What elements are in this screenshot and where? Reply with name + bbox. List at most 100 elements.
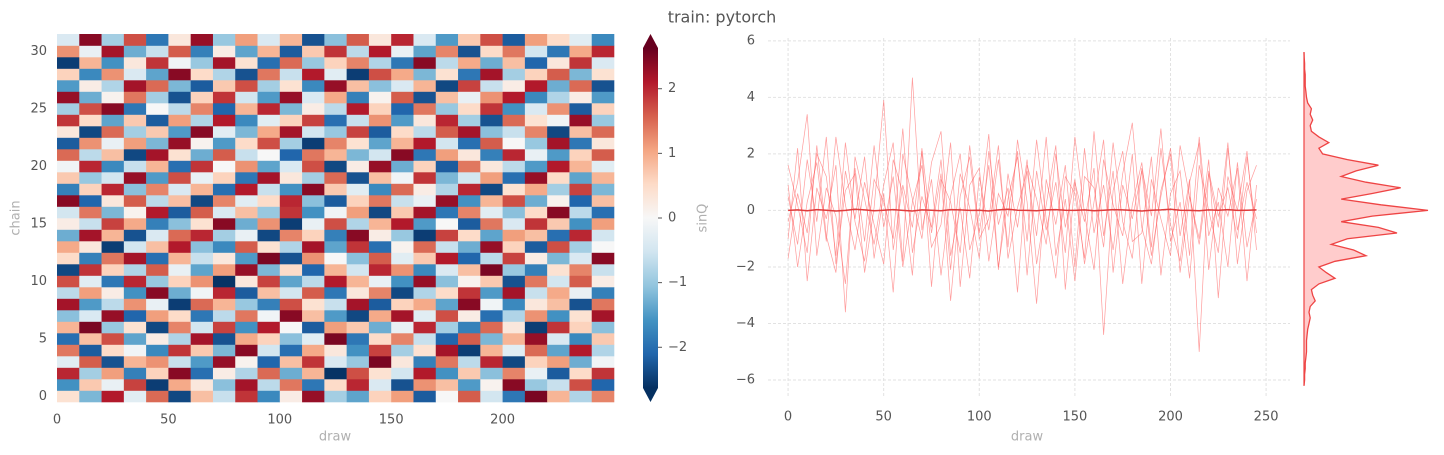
heatmap-cell [146, 333, 169, 345]
heatmap-cell [168, 275, 191, 288]
heatmap-cell [57, 287, 80, 299]
heatmap-cell [435, 103, 459, 115]
heatmap-cell [524, 321, 548, 334]
heatmap-cell [435, 367, 459, 380]
heatmap-cell [391, 91, 414, 104]
heatmap-cell [235, 126, 258, 138]
heatmap-cell [458, 206, 481, 219]
heatmap-cell [391, 149, 414, 161]
heatmap-cell [190, 183, 214, 196]
heatmap-cell [435, 57, 459, 69]
heatmap-cell [279, 229, 303, 242]
heatmap-cell [413, 160, 437, 173]
heatmap-cell [101, 229, 125, 242]
heatmap-cell [57, 149, 80, 161]
heatmap-cell [391, 298, 414, 311]
heatmap-cell [168, 45, 191, 58]
heatmap-cell [146, 160, 169, 173]
heatmap-cell [502, 367, 526, 380]
heatmap-cell [302, 321, 325, 334]
heatmap-cell [346, 103, 370, 115]
heatmap-cell [591, 114, 615, 127]
heatmap-cell [458, 287, 481, 299]
heatmap-cell [591, 45, 615, 58]
heatmap-cell [547, 321, 570, 334]
heatmap-cell [324, 114, 347, 127]
heatmap-cell [212, 80, 236, 92]
heatmap-cell [168, 91, 191, 104]
heatmap-cell [591, 80, 615, 92]
heatmap-cell [324, 149, 347, 161]
heatmap-cell [524, 379, 548, 391]
heatmap-cell [591, 103, 615, 115]
heatmap-cell [569, 218, 593, 230]
x-tick-label: 150 [379, 413, 404, 428]
heatmap-cell [569, 206, 593, 219]
heatmap-cell [547, 367, 570, 380]
heatmap-cell [391, 379, 414, 391]
heatmap-cell [458, 356, 481, 368]
heatmap-cell [458, 275, 481, 288]
heatmap-cell [324, 310, 347, 322]
heatmap-cell [413, 80, 437, 92]
heatmap-cell [57, 206, 80, 219]
heatmap-cell [569, 298, 593, 311]
heatmap-cell [502, 91, 526, 104]
y-axis-label: chain [9, 200, 24, 235]
heatmap-cell [190, 287, 214, 299]
heatmap-cell [168, 310, 191, 322]
heatmap-cell [547, 80, 570, 92]
heatmap-cell [101, 91, 125, 104]
heatmap-cell [190, 114, 214, 127]
heatmap-cell [123, 137, 147, 150]
heatmap-cell [101, 333, 125, 345]
heatmap-cell [57, 160, 80, 173]
heatmap-cell [123, 298, 147, 311]
heatmap-cell [346, 333, 370, 345]
heatmap-cell [168, 218, 191, 230]
heatmap-cell [235, 252, 258, 265]
heatmap-cell [212, 298, 236, 311]
heatmap-cell [146, 344, 169, 357]
heatmap-cell [279, 126, 303, 138]
heatmap-cell [368, 367, 392, 380]
heatmap-cell [346, 379, 370, 391]
heatmap-cell [346, 344, 370, 357]
heatmap-cell [346, 264, 370, 276]
heatmap-cell [391, 160, 414, 173]
heatmap-cell [146, 310, 169, 322]
heatmap-cell [168, 344, 191, 357]
heatmap-cell [591, 367, 615, 380]
heatmap-cell [547, 45, 570, 58]
heatmap-cell [302, 390, 325, 403]
heatmap-cell [146, 390, 169, 403]
heatmap-cell [257, 172, 281, 184]
heatmap-cell [524, 275, 548, 288]
heatmap-cell [79, 80, 102, 92]
heatmap-cell [279, 57, 303, 69]
heatmap-cell [324, 275, 347, 288]
heatmap-cell [480, 149, 503, 161]
heatmap-cell [391, 252, 414, 265]
heatmap-cell [57, 114, 80, 127]
heatmap-cell [324, 160, 347, 173]
heatmap-cell [413, 137, 437, 150]
heatmap-cell [547, 390, 570, 403]
heatmap-cell [235, 57, 258, 69]
heatmap-cell [413, 356, 437, 368]
heatmap-cell [79, 379, 102, 391]
heatmap-cell [547, 172, 570, 184]
heatmap-cell [146, 149, 169, 161]
heatmap-cell [346, 114, 370, 127]
heatmap-cell [368, 195, 392, 207]
heatmap-cell [279, 137, 303, 150]
y-tick-label: 30 [30, 44, 47, 59]
heatmap-cell [190, 126, 214, 138]
heatmap-cell [146, 103, 169, 115]
heatmap-cell [502, 241, 526, 253]
heatmap-cell [168, 103, 191, 115]
heatmap-cell [279, 310, 303, 322]
heatmap-cell [524, 91, 548, 104]
colorbar-label: sinQ [696, 204, 711, 233]
y-tick-label: −6 [736, 373, 755, 388]
